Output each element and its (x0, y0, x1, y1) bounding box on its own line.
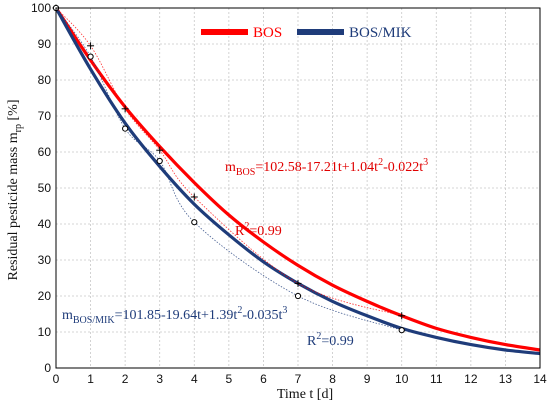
plot-frame (55, 7, 541, 369)
y-tick-label: 0 (44, 361, 51, 375)
bos-mik-data-point (294, 292, 302, 300)
bos-mik-data-point (87, 53, 94, 60)
x-tick-label: 0 (53, 372, 60, 386)
bos-r-squared: R2=0.99 (235, 221, 282, 239)
x-tick-label: 4 (191, 372, 198, 386)
y-tick-label: 30 (38, 253, 52, 267)
bos-mik-equation: mBOS/MIK=101.85-19.64t+1.39t2-0.035t3 (62, 305, 287, 326)
y-tick-label: 50 (38, 181, 52, 195)
bos-data-point (190, 193, 198, 201)
x-tick-label: 2 (122, 372, 129, 386)
bos-mik-point-connector (55, 7, 402, 331)
x-axis-title: Time t [d] (277, 387, 333, 402)
tick-labels: 0 1 2 3 4 5 6 7 8 9 10 11 12 13 1401020304050607080901… (31, 1, 547, 386)
y-tick-label: 60 (38, 145, 52, 159)
x-tick-label: 7 (295, 372, 302, 386)
legend-bos-label: BOS (253, 25, 282, 41)
bos-data-point (156, 146, 164, 154)
x-tick-label: 14 (533, 372, 547, 386)
bos-mik-data-point (156, 157, 163, 165)
bos-mik-data-point (398, 327, 405, 334)
x-tick-label: 11 (430, 372, 443, 386)
y-tick-label: 90 (38, 37, 52, 51)
y-tick-label: 70 (38, 109, 52, 123)
x-tick-label: 6 (260, 372, 267, 386)
bos-data-point (87, 42, 95, 50)
x-tick-label: 10 (395, 372, 409, 386)
bos-mik-data-point (191, 219, 198, 226)
bos-point-connector (55, 7, 402, 317)
bos-data-point (121, 105, 129, 113)
point-connectors (55, 7, 402, 331)
x-tick-label: 13 (499, 372, 513, 386)
bos-fit-line (54, 7, 541, 352)
y-tick-label: 40 (38, 217, 52, 231)
legend-bos-mik-label: BOS/MIK (349, 25, 412, 41)
bos-equation: mBOS=102.58-17.21t+1.04t2-0.022t3 (225, 157, 428, 178)
y-tick-label: 10 (38, 325, 52, 339)
x-tick-label: 5 (226, 372, 233, 386)
bos-mik-data-point (122, 125, 129, 132)
x-tick-label: 1 (87, 372, 94, 386)
x-tick-label: 12 (464, 372, 478, 386)
legend: BOS BOS/MIK (201, 25, 412, 41)
bos-mik-r-squared: R2=0.99 (307, 331, 354, 349)
x-tick-label: 8 (329, 372, 336, 386)
bos-data-point (398, 312, 406, 320)
y-axis-title: Residual pesticide mass mrp [%] (6, 100, 24, 281)
y-tick-label: 20 (38, 289, 52, 303)
data-markers (52, 4, 406, 334)
bos-data-point (294, 279, 302, 287)
x-tick-label: 9 (364, 372, 371, 386)
y-tick-label: 100 (31, 1, 51, 15)
x-tick-label: 3 (156, 372, 163, 386)
y-tick-label: 80 (38, 73, 52, 87)
